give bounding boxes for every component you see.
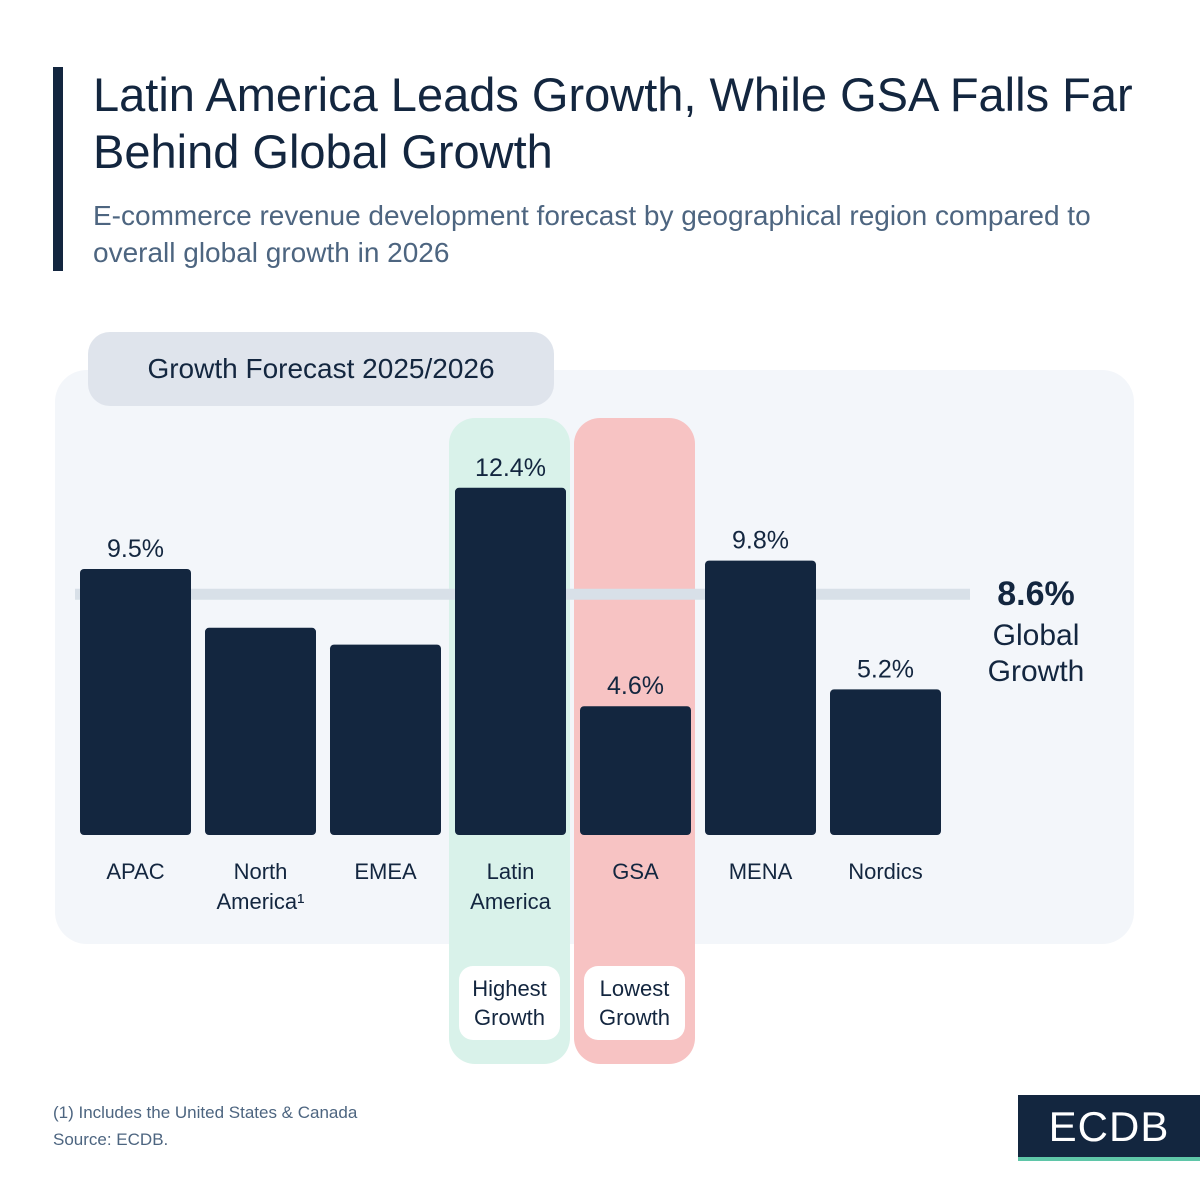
value-label: 9.8% (732, 527, 789, 555)
category-label: EMEA (354, 859, 417, 884)
bar (705, 560, 816, 835)
accent-bar (53, 67, 63, 271)
value-label: 12.4% (475, 454, 546, 482)
category-label: MENA (728, 859, 793, 884)
bar (830, 689, 941, 835)
bar (330, 644, 441, 835)
value-label: 4.6% (607, 672, 664, 700)
subtitle: E-commerce revenue development forecast … (93, 200, 1091, 268)
category-label: APAC (106, 859, 165, 884)
category-label: Nordics (848, 859, 923, 884)
source: Source: ECDB. (53, 1130, 169, 1149)
title: Latin America Leads Growth, While GSA Fa… (93, 68, 1133, 178)
value-label: 9.5% (107, 535, 164, 563)
bar (580, 706, 691, 835)
footnote: (1) Includes the United States & Canada (53, 1103, 358, 1122)
category-label: North America¹ (216, 859, 305, 914)
category-label: Latin America (470, 859, 551, 914)
highlight-tag: Lowest Growth (584, 966, 685, 1040)
bar (80, 569, 191, 835)
panel-label: Growth Forecast 2025/2026 (88, 332, 554, 406)
reference-label: 8.6% (997, 575, 1075, 613)
category-label: GSA (612, 859, 659, 884)
bar (455, 487, 566, 835)
logo: ECDB (1018, 1095, 1200, 1161)
bar (205, 627, 316, 835)
value-label: 5.2% (857, 655, 914, 683)
reference-text: Global Growth (987, 619, 1085, 688)
highlight-tag: Highest Growth (459, 966, 560, 1040)
